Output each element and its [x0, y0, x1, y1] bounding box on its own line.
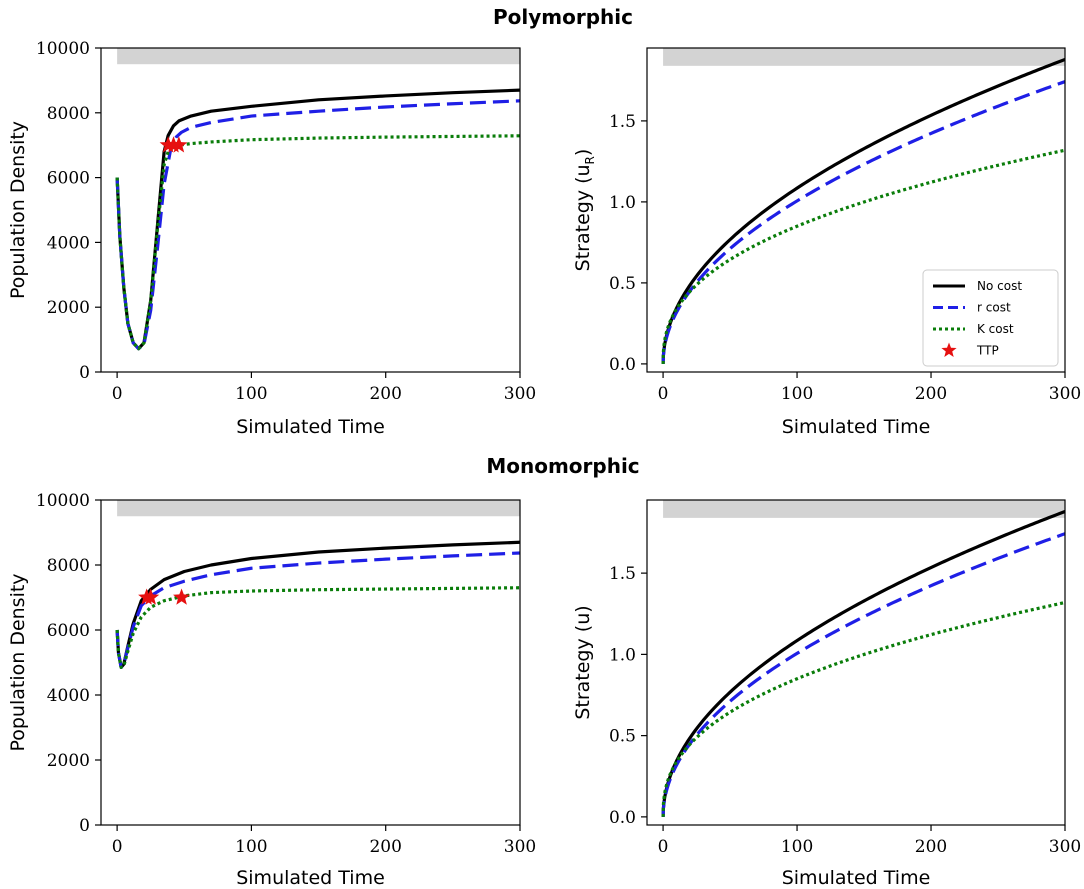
- series-line-no-cost: [115, 88, 520, 351]
- x-tick-label: 0: [658, 837, 669, 857]
- x-tick-label: 200: [915, 384, 947, 404]
- y-tick-label: 8000: [47, 104, 90, 124]
- y-tick-label: 2000: [47, 751, 90, 771]
- legend-box: [922, 269, 1059, 367]
- series-line-r-cost: [115, 551, 520, 669]
- legend-entry-label: No cost: [977, 279, 1022, 293]
- y-tick-label: 10000: [36, 491, 90, 511]
- legend-swatch: [941, 342, 957, 357]
- y-tick-label: 6000: [47, 621, 90, 641]
- x-tick-label: 200: [369, 837, 401, 857]
- axes-frame: [646, 47, 1066, 373]
- legend-entry-label: K cost: [977, 322, 1014, 336]
- series-line-k-cost: [115, 586, 520, 669]
- section-title-monomorphic: Monomorphic: [486, 454, 639, 478]
- y-tick-label: 0.0: [609, 808, 636, 828]
- x-tick-label: 200: [369, 384, 401, 404]
- chart-mono-strategy: 0 100 200 300 0.0 0.5 1.0 1.5 Simulated Time Stra…: [572, 499, 1081, 889]
- y-tick-label: 8000: [47, 556, 90, 576]
- y-tick-label: 0.0: [609, 355, 636, 375]
- y-tick-label: 1.5: [609, 112, 636, 132]
- ttp-marker: [142, 588, 160, 605]
- observation-band: [117, 500, 520, 517]
- ttp-marker: [170, 136, 188, 153]
- legend-entry-label: TTP: [976, 344, 999, 358]
- x-tick-label: 0: [112, 837, 123, 857]
- section-title-polymorphic: Polymorphic: [493, 5, 633, 29]
- x-tick-label: 300: [1049, 837, 1081, 857]
- series-line-k-cost: [115, 134, 520, 351]
- x-tick-label: 300: [504, 384, 536, 404]
- x-axis-label: Simulated Time: [236, 416, 385, 438]
- series-line-r-cost: [661, 532, 1065, 817]
- y-tick-label: 2000: [47, 298, 90, 318]
- x-tick-label: 0: [112, 384, 123, 404]
- chart-poly-density: 0 100 200 300 0 2000 4000 6000 8000 10000 Simulate…: [7, 39, 536, 438]
- series-line-k-cost: [661, 600, 1065, 817]
- x-tick-label: 100: [235, 837, 267, 857]
- y-tick-label: 0: [79, 363, 90, 383]
- y-tick-label: 0.5: [609, 727, 636, 747]
- y-tick-label: 1.0: [609, 193, 636, 213]
- observation-band: [663, 48, 1065, 66]
- y-tick-label: 4000: [47, 686, 90, 706]
- y-tick-label: 1.0: [609, 645, 636, 665]
- y-tick-label: 0: [79, 816, 90, 836]
- legend-entry-label: r cost: [977, 301, 1011, 315]
- x-tick-label: 300: [504, 837, 536, 857]
- observation-band: [663, 500, 1065, 518]
- y-axis-label: Strategy (u): [572, 605, 594, 719]
- series-line-r-cost: [661, 80, 1065, 364]
- y-axis-label: Population Density: [7, 121, 29, 299]
- axes-frame: [646, 499, 1066, 826]
- series-line-r-cost: [115, 99, 520, 351]
- chart-poly-strategy: 0 100 200 300 0.0 0.5 1.0 1.5 Simulated Time Stra…: [572, 47, 1081, 438]
- y-tick-label: 6000: [47, 169, 90, 189]
- y-axis-label: Strategy (uR): [572, 149, 597, 272]
- x-axis-label: Simulated Time: [782, 867, 931, 889]
- axes-frame: [100, 47, 521, 373]
- x-tick-label: 300: [1049, 384, 1081, 404]
- legend: No cost r cost K cost TTP: [922, 269, 1059, 367]
- x-tick-label: 100: [781, 384, 813, 404]
- chart-mono-density: 0 100 200 300 0 2000 4000 6000 8000 10000 Simulate…: [7, 491, 536, 889]
- x-tick-label: 100: [781, 837, 813, 857]
- x-tick-label: 200: [915, 837, 947, 857]
- observation-band: [117, 48, 520, 65]
- y-tick-label: 1.5: [609, 564, 636, 584]
- x-axis-label: Simulated Time: [782, 416, 931, 438]
- y-tick-label: 0.5: [609, 274, 636, 294]
- y-tick-label: 4000: [47, 233, 90, 253]
- y-axis-label: Population Density: [7, 573, 29, 751]
- x-tick-label: 0: [658, 384, 669, 404]
- x-axis-label: Simulated Time: [236, 867, 385, 889]
- x-tick-label: 100: [235, 384, 267, 404]
- axes-frame: [100, 499, 521, 826]
- y-tick-label: 10000: [36, 39, 90, 59]
- panels: 0 100 200 3000200040006000800010000Simulate…: [7, 39, 1081, 889]
- ttp-marker: [173, 588, 191, 605]
- series-line-no-cost: [115, 540, 520, 669]
